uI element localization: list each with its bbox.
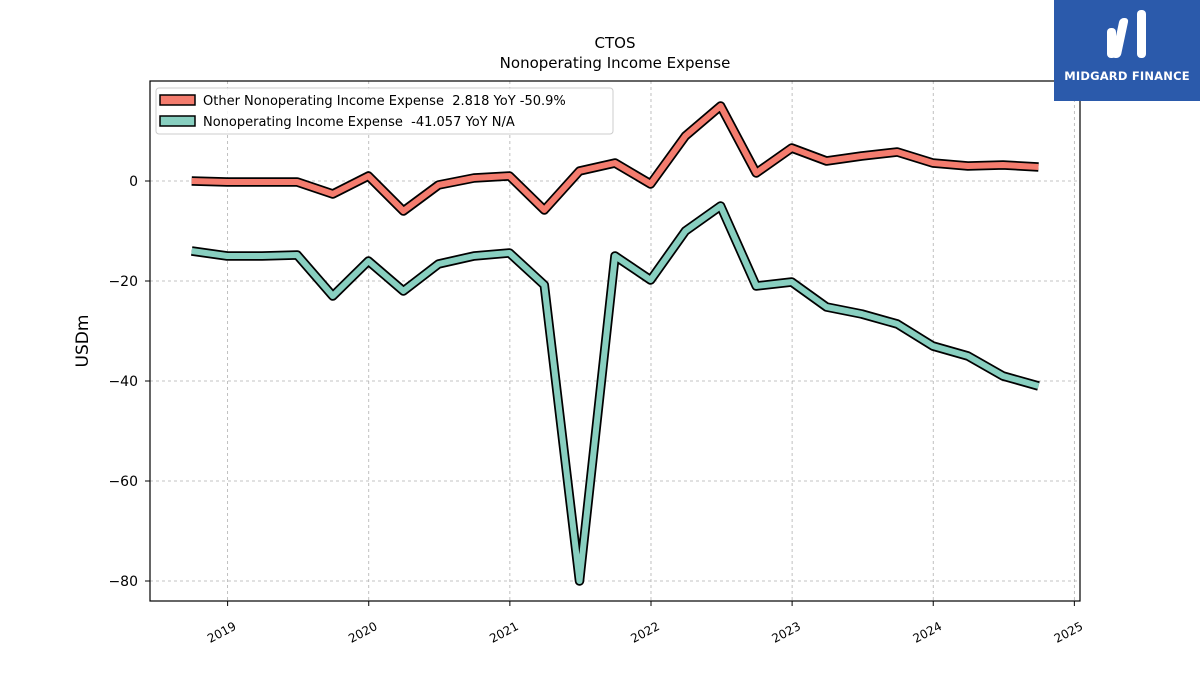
legend-swatch-other — [159, 94, 196, 106]
x-tick-label: 2019 — [205, 619, 239, 646]
series-other-nonoperating-line — [191, 103, 1039, 214]
y-tick-label: −80 — [108, 574, 138, 590]
series-lines — [191, 101, 1040, 586]
logo-mark-icon — [1107, 10, 1146, 58]
chart-subtitle: Nonoperating Income Expense — [500, 54, 731, 72]
logo-text: MIDGARD FINANCE — [1064, 69, 1190, 83]
y-axis: 0 −20 −40 −60 −80 — [108, 174, 150, 590]
y-tick-label: 0 — [129, 174, 138, 190]
x-axis: 2019 2020 2021 2022 2023 2024 2025 — [205, 601, 1085, 646]
legend-box — [155, 87, 614, 135]
y-tick-label: −60 — [108, 474, 138, 490]
x-tick-label: 2021 — [487, 619, 521, 646]
legend-label-nonop: Nonoperating Income Expense -41.057 YoY … — [203, 115, 515, 130]
x-tick-label: 2020 — [346, 619, 380, 646]
series-nonoperating-line — [191, 203, 1040, 584]
chart-title: CTOS — [595, 34, 636, 52]
y-tick-label: −20 — [108, 274, 138, 290]
y-axis-label: USDm — [73, 315, 93, 368]
x-tick-label: 2024 — [911, 619, 945, 646]
plot-frame — [149, 80, 1081, 602]
legend: Other Nonoperating Income Expense 2.818 … — [155, 87, 614, 135]
y-tick-label: −40 — [108, 374, 138, 390]
legend-label-other: Other Nonoperating Income Expense 2.818 … — [203, 94, 566, 109]
midgard-finance-logo: MIDGARD FINANCE — [1054, 0, 1200, 101]
x-tick-label: 2023 — [769, 619, 803, 646]
x-tick-label: 2025 — [1052, 619, 1086, 646]
x-tick-label: 2022 — [628, 619, 662, 646]
legend-swatch-nonop — [159, 115, 196, 127]
